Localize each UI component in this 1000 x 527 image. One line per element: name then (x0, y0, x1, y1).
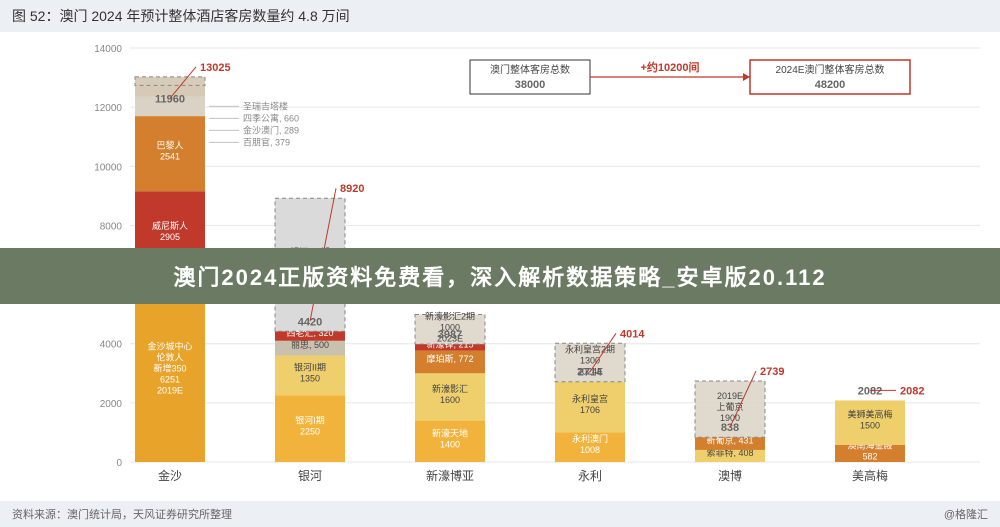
svg-text:0: 0 (116, 458, 122, 469)
ad-overlay-text: 澳门2024正版资料免费看，深入解析数据策略_安卓版20.112 (173, 260, 826, 292)
svg-text:澳博: 澳博 (718, 468, 742, 483)
svg-text:巴黎人2541: 巴黎人2541 (156, 140, 183, 162)
svg-text:新濠博亚: 新濠博亚 (426, 468, 474, 483)
svg-text:2714: 2714 (578, 367, 603, 379)
svg-text:14000: 14000 (94, 44, 122, 55)
ad-overlay-band: 澳门2024正版资料免费看，深入解析数据策略_安卓版20.112 (0, 248, 1000, 304)
svg-text:金沙澳门, 289: 金沙澳门, 289 (243, 124, 299, 135)
footer-source: 资料来源：澳门统计局，天风证券研究所整理 (12, 506, 232, 522)
svg-text:48200: 48200 (815, 79, 846, 91)
svg-text:圣瑞吉塔楼: 圣瑞吉塔楼 (243, 100, 288, 111)
svg-text:2082: 2082 (858, 385, 882, 397)
svg-text:四季公寓, 660: 四季公寓, 660 (243, 112, 299, 123)
svg-text:12000: 12000 (94, 103, 122, 114)
svg-text:百朋官, 379: 百朋官, 379 (243, 136, 290, 147)
svg-text:8920: 8920 (340, 183, 364, 195)
svg-text:4000: 4000 (100, 340, 123, 351)
svg-text:4014: 4014 (620, 328, 645, 340)
svg-text:8000: 8000 (100, 221, 123, 232)
svg-text:2739: 2739 (760, 366, 784, 378)
svg-text:澳门整体客房总数: 澳门整体客房总数 (490, 63, 570, 76)
svg-text:2000: 2000 (100, 399, 123, 410)
figure-title-bar: 图 52：澳门 2024 年预计整体酒店客房数量约 4.8 万间 (0, 0, 1000, 32)
svg-text:金沙: 金沙 (158, 468, 182, 483)
svg-text:4420: 4420 (298, 316, 322, 328)
svg-text:摩珀斯, 772: 摩珀斯, 772 (426, 353, 473, 364)
svg-text:银河: 银河 (298, 469, 322, 483)
figure-title: 图 52：澳门 2024 年预计整体酒店客房数量约 4.8 万间 (12, 6, 350, 26)
svg-text:10000: 10000 (94, 162, 122, 173)
svg-text:2024E澳门整体客房总数: 2024E澳门整体客房总数 (776, 63, 885, 76)
svg-text:13025: 13025 (200, 62, 231, 74)
svg-text:11960: 11960 (155, 93, 185, 105)
svg-text:3987: 3987 (438, 329, 462, 341)
svg-text:838: 838 (721, 422, 739, 434)
svg-text:丽思, 500: 丽思, 500 (291, 340, 329, 350)
svg-text:永利: 永利 (578, 469, 602, 483)
svg-text:38000: 38000 (515, 79, 546, 91)
footer-watermark: @格隆汇 (944, 506, 988, 522)
svg-text:2082: 2082 (900, 385, 924, 397)
svg-text:美高梅: 美高梅 (852, 468, 888, 483)
footer-bar: 资料来源：澳门统计局，天风证券研究所整理 @格隆汇 (0, 501, 1000, 527)
svg-text:+约10200间: +约10200间 (640, 60, 699, 74)
